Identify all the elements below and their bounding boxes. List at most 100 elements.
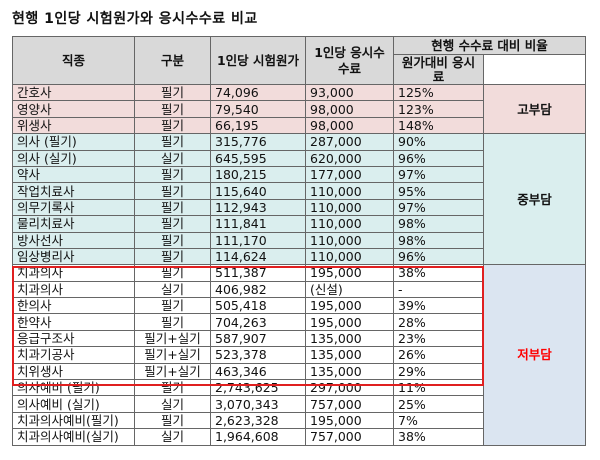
cell-type: 필기+실기 [134,329,211,348]
cell-fee: 195,000 [305,297,394,315]
cell-job: 치과기공사 [12,346,135,364]
cell-ratio: 95% [393,182,484,200]
cell-ratio: 28% [393,313,484,331]
cell-ratio: 23% [393,329,484,348]
header-compare-group: 현행 수수료 대비 비율 [393,36,586,55]
table-row: 임상병리사 필기 114,624 110,000 96% [12,247,586,266]
cell-fee: 110,000 [305,198,394,217]
cell-fee: 135,000 [305,362,394,381]
cell-fee: 287,000 [305,133,394,151]
cell-type: 필기 [134,264,211,282]
cell-ratio: 96% [393,149,484,167]
table-row: 영양사 필기 79,540 98,000 123% [12,100,586,118]
cell-fee: (신설) [305,280,394,299]
cell-type: 필기 [134,379,211,397]
cell-job: 영양사 [12,100,135,118]
cell-ratio: 7% [393,411,484,430]
cell-fee: 757,000 [305,395,394,413]
header-ratio: 원가대비 응시료 [393,54,484,85]
cell-job: 치과의사 [12,264,135,282]
cell-cost: 704,263 [210,313,306,331]
header-fee: 1인당 응시수수료 [305,36,394,85]
cell-fee: 110,000 [305,215,394,233]
cell-job: 물리치료사 [12,215,135,233]
cell-ratio: 29% [393,362,484,381]
cell-ratio: 96% [393,247,484,266]
cell-ratio: 26% [393,346,484,364]
cell-ratio: 125% [393,83,484,102]
cell-type: 필기 [134,215,211,233]
cell-ratio: 97% [393,165,484,184]
cell-ratio: 97% [393,198,484,217]
cell-cost: 523,378 [210,346,306,364]
cell-type: 필기 [134,231,211,249]
cell-type: 필기 [134,182,211,200]
cell-job: 치과의사예비(실기) [12,428,135,446]
cell-cost: 112,943 [210,198,306,217]
table-row: 한약사 필기 704,263 195,000 28% [12,313,586,331]
cell-cost: 2,743,625 [210,379,306,397]
table-row: 치위생사 필기+실기 463,346 135,000 29% [12,362,586,381]
cell-fee: 757,000 [305,428,394,446]
cell-ratio: 98% [393,231,484,249]
cell-ratio: 98% [393,215,484,233]
cell-job: 한의사 [12,297,135,315]
cell-job: 응급구조사 [12,329,135,348]
cell-fee: 135,000 [305,329,394,348]
cell-type: 필기 [134,133,211,151]
cell-type: 실기 [134,428,211,446]
cell-job: 의사 (실기) [12,149,135,167]
table-row: 약사 필기 180,215 177,000 97% [12,165,586,184]
cell-cost: 79,540 [210,100,306,118]
cell-fee: 297,000 [305,379,394,397]
cell-type: 필기+실기 [134,346,211,364]
table-row: 방사선사 필기 111,170 110,000 98% [12,231,586,249]
group-label-mid: 중부담 [483,133,586,266]
cell-type: 필기 [134,198,211,217]
page-title: 현행 1인당 시험원가와 응시수수료 비교 [12,11,258,27]
cell-cost: 74,096 [210,83,306,102]
header-type: 구분 [134,36,211,85]
cell-cost: 114,624 [210,247,306,266]
comparison-table: 직종 구분 1인당 시험원가 1인당 응시수수료 현행 수수료 대비 비율 원가… [12,36,586,446]
cell-fee: 93,000 [305,83,394,102]
cell-fee: 98,000 [305,100,394,118]
cell-type: 필기 [134,165,211,184]
group-label-high: 고부담 [483,83,586,135]
cell-type: 필기 [134,116,211,135]
cell-fee: 110,000 [305,247,394,266]
cell-ratio: 38% [393,264,484,282]
cell-job: 의사예비 (실기) [12,395,135,413]
group-label-low: 저부담 [483,264,586,446]
cell-cost: 406,982 [210,280,306,299]
table-row: 간호사 필기 74,096 93,000 125% 고부담 [12,83,586,135]
cell-job: 위생사 [12,116,135,135]
cell-type: 실기 [134,395,211,413]
table-row: 응급구조사 필기+실기 587,907 135,000 23% [12,329,586,348]
table-row: 의무기록사 필기 112,943 110,000 97% [12,198,586,217]
table-row: 작업치료사 필기 115,640 110,000 95% [12,182,586,200]
cell-cost: 111,841 [210,215,306,233]
cell-job: 치과의사 [12,280,135,299]
table-row: 치과의사 필기 511,387 195,000 38% 저부담 [12,264,586,446]
cell-job: 의사 (필기) [12,133,135,151]
cell-cost: 180,215 [210,165,306,184]
cell-type: 필기 [134,411,211,430]
cell-ratio: - [393,280,484,299]
cell-type: 필기 [134,100,211,118]
cell-fee: 620,000 [305,149,394,167]
cell-ratio: 90% [393,133,484,151]
cell-job: 임상병리사 [12,247,135,266]
cell-ratio: 38% [393,428,484,446]
cell-job: 치과의사예비(필기) [12,411,135,430]
cell-job: 의사예비 (필기) [12,379,135,397]
cell-cost: 315,776 [210,133,306,151]
table-row: 의사 (필기) 필기 315,776 287,000 90% 중부담 [12,133,586,266]
cell-type: 필기+실기 [134,362,211,381]
cell-cost: 505,418 [210,297,306,315]
header-cost: 1인당 시험원가 [210,36,306,85]
table-row: 치과기공사 필기+실기 523,378 135,000 26% [12,346,586,364]
cell-cost: 463,346 [210,362,306,381]
cell-fee: 135,000 [305,346,394,364]
cell-job: 간호사 [12,83,135,102]
